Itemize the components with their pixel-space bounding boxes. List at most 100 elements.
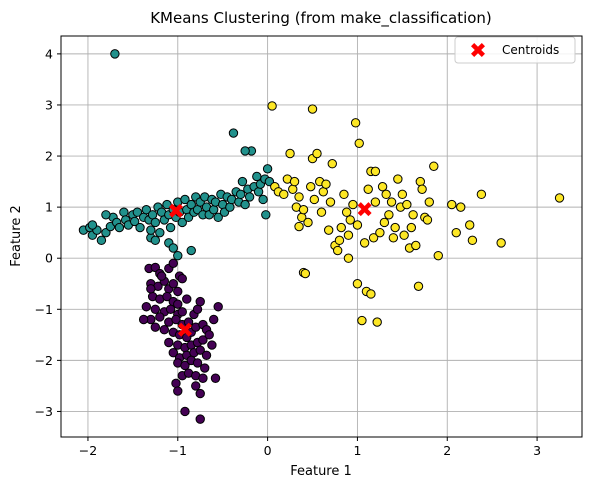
cluster-2-point (397, 189, 408, 200)
cluster-2-point (366, 289, 376, 299)
cluster-0-point (200, 363, 210, 373)
y-tick-label: 3 (45, 97, 53, 112)
y-tick-label: −2 (35, 353, 53, 368)
cluster-2-point (325, 197, 336, 207)
y-axis-label: Feature 2 (9, 205, 24, 267)
cluster-1-point (114, 222, 125, 233)
cluster-2-point (309, 194, 320, 205)
cluster-2-point (411, 240, 421, 251)
cluster-2-point (341, 207, 352, 217)
cluster-0-point (213, 302, 223, 312)
cluster-2-point (390, 222, 400, 233)
x-tick-label: −1 (169, 443, 187, 458)
cluster-1-point (132, 207, 143, 217)
cluster-2-point (352, 220, 363, 230)
cluster-2-point (357, 315, 367, 326)
cluster-0-point (168, 258, 178, 269)
cluster-0-point (192, 358, 203, 368)
cluster-2-point (316, 207, 327, 217)
cluster-2-point (303, 217, 313, 228)
cluster-2-point (368, 233, 379, 243)
cluster-2-point (306, 181, 316, 192)
cluster-1-point (252, 171, 262, 182)
y-tick-label: −1 (35, 302, 53, 317)
cluster-1-point (177, 217, 187, 228)
cluster-2-point (433, 250, 443, 261)
x-tick-label: 0 (264, 443, 272, 458)
cluster-2-point (402, 199, 412, 210)
x-tick-label: 2 (443, 443, 451, 458)
y-tick-label: 0 (45, 251, 53, 266)
cluster-2-point (451, 227, 461, 238)
cluster-2-point (363, 184, 373, 194)
cluster-1-point (155, 227, 165, 238)
cluster-0-point (168, 279, 178, 289)
cluster-1-point (135, 222, 145, 233)
cluster-2-point (496, 238, 506, 248)
cluster-2-point (352, 279, 363, 289)
cluster-1-point (173, 250, 183, 261)
cluster-0-point (155, 312, 165, 322)
cluster-0-point (191, 381, 201, 391)
cluster-2-point (350, 118, 361, 128)
cluster-2-point (372, 317, 382, 327)
cluster-2-point (370, 166, 381, 177)
cluster-1-point (262, 164, 273, 174)
cluster-2-point (467, 235, 478, 246)
cluster-1-point (146, 225, 156, 235)
cluster-1-point (162, 199, 172, 210)
cluster-1-point (150, 217, 161, 228)
y-tick-label: −3 (35, 404, 53, 419)
cluster-2-point (294, 192, 304, 202)
legend-centroid-marker (471, 43, 485, 57)
centroid-marker (177, 322, 192, 337)
cluster-0-point (207, 340, 217, 350)
cluster-1-point (180, 194, 190, 205)
cluster-0-point (171, 378, 181, 389)
cluster-2-point (413, 281, 424, 292)
cluster-0-point (180, 360, 190, 371)
x-tick-label: 1 (353, 443, 361, 458)
y-tick-label: 1 (45, 200, 53, 215)
cluster-2-point (417, 184, 427, 194)
cluster-2-point (377, 181, 388, 192)
cluster-2-point (456, 202, 466, 212)
cluster-1-point (147, 210, 158, 220)
x-tick-label: −2 (79, 443, 97, 458)
cluster-2-point (336, 222, 346, 233)
cluster-0-point (195, 388, 205, 399)
cluster-1-point (119, 207, 129, 217)
cluster-1-point (237, 176, 248, 187)
cluster-2-point (406, 222, 417, 233)
cluster-2-point (285, 148, 295, 159)
cluster-0-point (162, 291, 172, 302)
cluster-0-point (165, 304, 176, 314)
cluster-2-point (345, 215, 355, 225)
cluster-2-point (279, 189, 289, 200)
cluster-1-point (240, 146, 250, 156)
cluster-0-point (198, 373, 208, 383)
cluster-1-point (96, 235, 107, 246)
y-tick-label: 2 (45, 149, 53, 164)
cluster-2-point (343, 230, 354, 240)
cluster-2-point (294, 221, 304, 232)
cluster-0-point (198, 335, 208, 345)
cluster-2-point (393, 174, 403, 184)
cluster-0-point (177, 307, 187, 317)
cluster-2-point (422, 215, 433, 225)
cluster-2-point (388, 233, 399, 243)
cluster-1-point (87, 220, 98, 230)
cluster-2-point (334, 235, 345, 246)
cluster-0-point (146, 284, 156, 294)
cluster-0-point (209, 314, 219, 325)
axis-ticks: −2 −1 0 1 2 3 −3 −2 −1 0 1 2 3 4 (35, 46, 542, 458)
cluster-1-point (244, 192, 255, 202)
cluster-2-point (327, 159, 337, 169)
cluster-2-point (381, 189, 391, 200)
cluster-2-point (289, 176, 300, 187)
cluster-2-point (267, 101, 277, 111)
cluster-2-point (554, 193, 565, 203)
legend-box (454, 36, 576, 64)
cluster-2-point (339, 189, 349, 200)
cluster-2-point (354, 138, 364, 148)
